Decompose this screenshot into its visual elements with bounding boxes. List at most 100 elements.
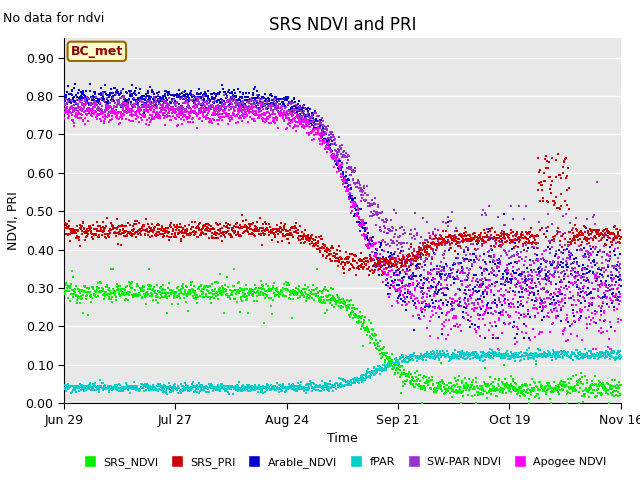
Point: [513, 234, 524, 242]
Point: [437, 234, 447, 241]
Point: [595, 266, 605, 274]
Point: [248, 386, 259, 394]
Point: [99, 384, 109, 392]
Point: [549, 238, 559, 245]
Point: [535, 272, 545, 279]
Point: [546, 354, 556, 361]
Point: [468, 274, 478, 282]
Point: [474, 237, 484, 244]
Point: [99, 295, 109, 303]
Point: [585, 230, 595, 238]
Point: [304, 286, 314, 294]
Point: [354, 317, 364, 325]
Point: [473, 353, 483, 360]
Point: [131, 290, 141, 298]
Point: [123, 288, 133, 296]
Point: [184, 290, 195, 298]
Point: [232, 219, 242, 227]
Point: [492, 263, 502, 270]
Point: [103, 230, 113, 238]
Point: [350, 376, 360, 384]
Point: [154, 96, 164, 104]
Point: [177, 103, 188, 111]
Point: [555, 353, 565, 360]
Point: [218, 102, 228, 110]
Point: [447, 232, 458, 240]
Point: [143, 228, 154, 236]
Point: [299, 387, 309, 395]
Point: [598, 273, 609, 280]
Point: [171, 227, 181, 234]
Point: [92, 227, 102, 235]
Point: [229, 295, 239, 303]
Point: [352, 264, 362, 272]
Point: [532, 275, 543, 282]
Point: [189, 230, 200, 238]
Point: [163, 101, 173, 109]
Point: [478, 348, 488, 356]
Point: [75, 106, 85, 113]
Point: [517, 383, 527, 390]
Point: [161, 388, 171, 396]
Point: [271, 113, 281, 120]
Point: [580, 235, 591, 243]
Point: [541, 349, 552, 357]
Point: [328, 154, 339, 162]
Point: [442, 311, 452, 319]
Point: [371, 221, 381, 228]
Point: [229, 96, 239, 104]
Point: [612, 262, 622, 269]
Point: [170, 98, 180, 106]
Point: [429, 385, 439, 393]
Point: [419, 281, 429, 288]
Point: [484, 235, 495, 242]
Point: [247, 291, 257, 299]
Point: [300, 226, 310, 234]
Point: [547, 243, 557, 251]
Point: [385, 267, 395, 275]
Point: [135, 284, 145, 292]
Point: [427, 276, 437, 284]
Point: [468, 348, 478, 356]
Point: [252, 97, 262, 105]
Point: [615, 348, 625, 355]
Point: [451, 234, 461, 241]
Point: [364, 328, 374, 336]
Point: [230, 385, 240, 393]
Point: [190, 288, 200, 295]
Point: [442, 233, 452, 241]
Point: [265, 287, 275, 295]
Point: [257, 286, 267, 293]
Point: [380, 218, 390, 226]
Point: [324, 250, 335, 258]
Point: [220, 89, 230, 96]
Point: [314, 384, 324, 391]
Point: [336, 298, 346, 306]
Point: [92, 98, 102, 106]
Point: [85, 106, 95, 114]
Point: [116, 110, 126, 118]
Point: [395, 284, 405, 292]
Point: [529, 234, 539, 241]
Point: [476, 280, 486, 288]
Point: [312, 125, 323, 132]
Point: [509, 303, 519, 311]
Point: [213, 96, 223, 104]
Point: [483, 394, 493, 402]
Point: [104, 295, 114, 303]
Point: [230, 108, 240, 115]
Point: [576, 288, 586, 296]
Point: [77, 99, 88, 107]
Point: [184, 97, 194, 105]
Point: [360, 227, 371, 235]
Point: [186, 106, 196, 113]
Point: [218, 382, 228, 390]
Point: [314, 123, 324, 131]
Point: [465, 385, 475, 393]
Point: [109, 291, 120, 299]
Point: [177, 94, 187, 102]
Point: [264, 287, 274, 295]
Point: [245, 96, 255, 103]
Point: [155, 382, 165, 389]
Point: [408, 270, 419, 277]
